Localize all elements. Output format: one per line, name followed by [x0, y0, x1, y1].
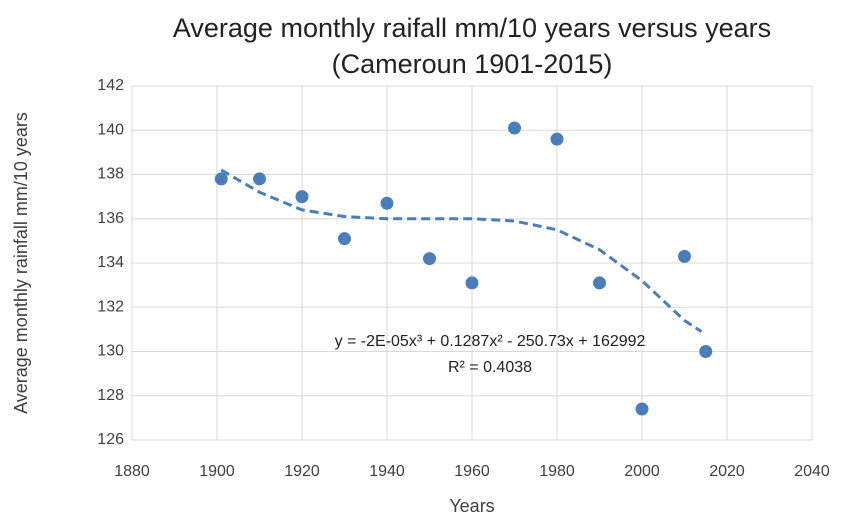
data-point [635, 402, 649, 416]
y-tick-label: 126 [97, 431, 124, 448]
data-point [508, 121, 521, 135]
x-axis-label: Years [449, 496, 494, 516]
y-tick-label: 142 [97, 77, 124, 94]
data-point [214, 172, 228, 186]
y-tick-label: 128 [97, 387, 124, 404]
trendline [220, 168, 703, 333]
x-tick-label: 1900 [199, 463, 235, 480]
data-point [423, 252, 436, 266]
y-tick-label: 130 [97, 343, 124, 360]
data-point [465, 276, 479, 290]
x-tick-label: 1960 [454, 463, 490, 480]
data-point [295, 190, 309, 204]
y-tick-label: 140 [97, 121, 124, 138]
x-tick-label: 1980 [539, 463, 575, 480]
x-tick-label: 1920 [284, 463, 320, 480]
x-tick-label: 1940 [369, 463, 405, 480]
data-point [678, 249, 691, 263]
chart-title: Average monthly raifall mm/10 years vers… [173, 13, 771, 43]
x-tick-label: 2020 [709, 463, 745, 480]
trendline-r2: R² = 0.4038 [448, 359, 532, 376]
trendline-equation: y = -2E-05x³ + 0.1287x² - 250.73x + 1629… [335, 333, 646, 350]
y-tick-label: 136 [97, 210, 124, 227]
data-point [593, 276, 606, 290]
y-tick-label: 132 [97, 298, 124, 315]
data-point [338, 232, 351, 246]
data-point [550, 132, 564, 146]
x-tick-label: 1880 [114, 463, 150, 480]
chart-title: (Cameroun 1901-2015) [332, 49, 613, 79]
y-tick-label: 134 [97, 254, 124, 271]
x-tick-label: 2000 [624, 463, 660, 480]
y-tick-label: 138 [97, 166, 124, 183]
y-axis-label: Average monthly rainfall mm/10 years [11, 112, 31, 414]
x-tick-label: 2040 [794, 463, 830, 480]
data-point [699, 345, 713, 358]
data-point [253, 172, 266, 186]
data-point [380, 196, 394, 210]
